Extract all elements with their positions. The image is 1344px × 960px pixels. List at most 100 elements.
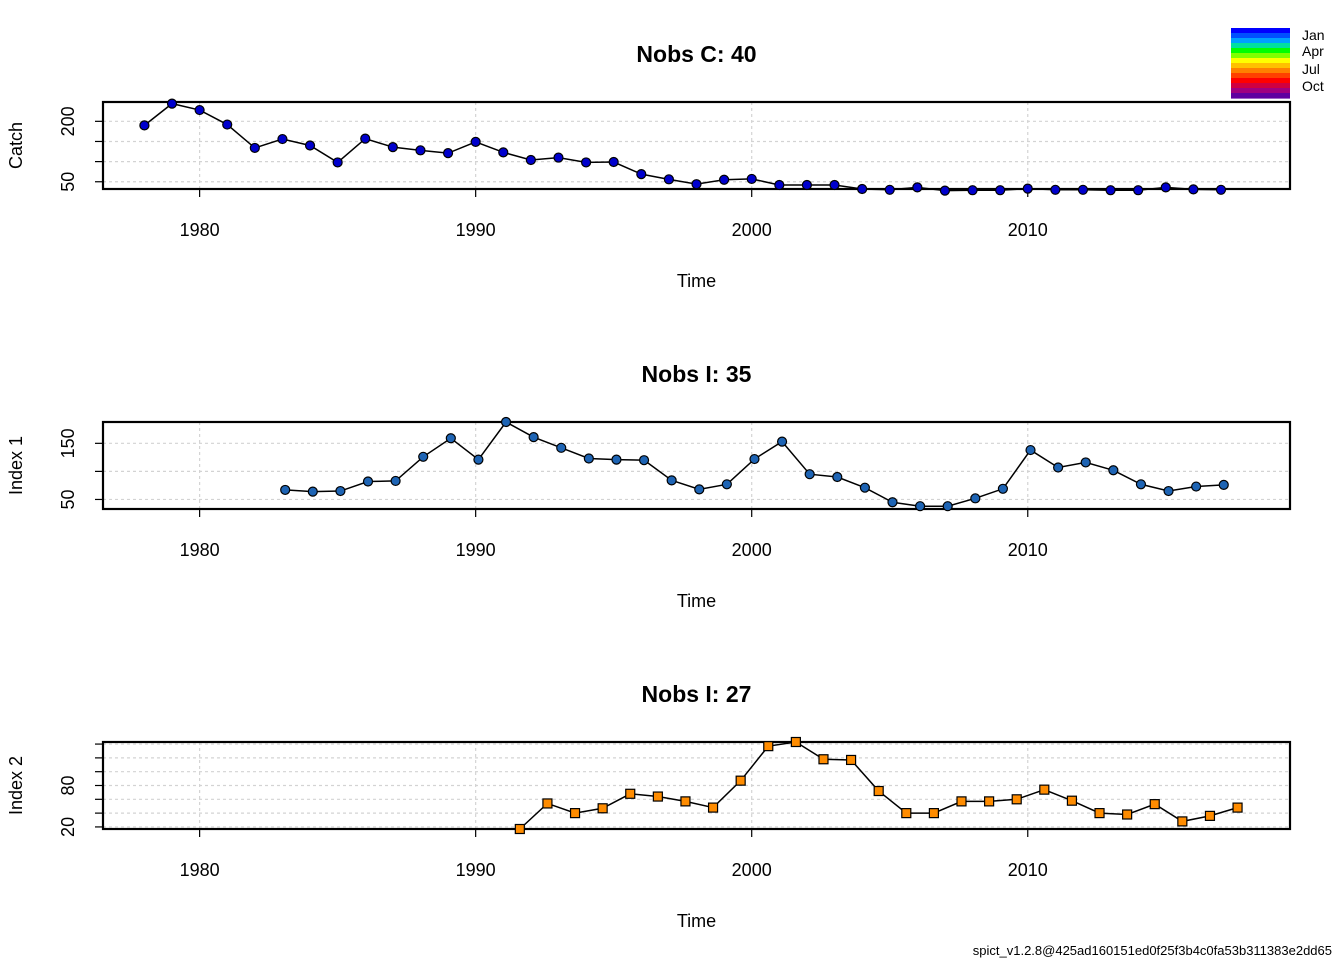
data-point [390,475,401,487]
data-point [832,471,843,483]
data-point [1149,799,1160,810]
data-point [1094,808,1105,819]
data-point [901,808,912,819]
data-point [1191,481,1202,492]
data-point [829,179,840,191]
data-point [1053,462,1064,473]
data-point [525,154,536,166]
data-point [1022,183,1033,194]
data-point [1050,184,1061,195]
data-point [1025,444,1036,456]
y-axis-label: Index 2 [6,756,26,815]
data-point [1177,816,1188,827]
chart-title: Nobs I: 27 [642,681,752,707]
data-point [1188,184,1199,195]
data-point [304,140,316,151]
legend-color-strip [1231,38,1290,44]
x-axis-label: Time [677,591,716,611]
data-point [597,803,608,814]
plot-frame [101,100,1292,191]
data-point [928,808,940,819]
x-axis-label: Time [677,911,716,931]
legend-color-strip [1231,93,1290,99]
data-point [749,453,760,465]
data-point [1105,185,1116,196]
data-point [442,148,454,159]
data-point [663,174,674,185]
data-point [873,785,884,797]
data-point [1232,802,1243,813]
data-point [984,796,995,807]
chart-title: Nobs I: 35 [642,361,752,387]
data-point [498,147,509,158]
data-point [1218,479,1229,490]
data-point [611,454,622,465]
data-point [804,469,815,480]
data-point [845,754,857,766]
data-point [222,119,233,130]
legend-color-strip [1231,53,1290,59]
y-tick-label: 80 [58,775,78,795]
x-tick-label: 1980 [180,860,220,880]
legend-color-strip [1231,28,1290,34]
data-point [445,433,456,444]
data-point [967,185,978,196]
data-point [514,823,525,835]
data-point [884,184,895,195]
data-point [956,796,967,807]
legend-label: Jul [1302,61,1320,77]
data-point [857,183,868,195]
data-point [638,455,650,466]
data-point [1135,479,1147,490]
data-point [763,741,774,752]
data-point [335,485,346,497]
data-point [1215,184,1227,195]
y-tick-label: 150 [58,428,78,458]
data-point [776,436,788,447]
data-point [583,453,594,464]
data-point [553,152,564,163]
data-point [774,179,785,191]
data-point [387,142,398,153]
data-point [1204,810,1216,821]
chart-title: Nobs C: 40 [636,41,756,67]
data-point [580,157,592,168]
data-point [691,179,702,190]
data-point [1133,185,1144,196]
legend-label: Oct [1302,78,1324,94]
data-point [790,736,801,748]
data-point [556,442,567,453]
x-tick-label: 1990 [456,220,496,240]
legend-color-strip [1231,68,1290,74]
legend-color-strip [1231,88,1290,94]
series-line [143,102,1221,192]
data-point [636,168,647,180]
data-point [694,484,705,495]
x-axis-label: Time [677,271,716,291]
x-tick-label: 2000 [732,220,772,240]
legend-color-strip [1231,58,1290,64]
data-point [1011,794,1022,805]
data-point [277,133,288,145]
data-point [995,185,1006,196]
x-tick-label: 2010 [1008,540,1048,560]
legend-color-strip [1231,33,1290,39]
data-point [280,484,291,496]
data-point [1160,182,1171,193]
legend-color-strip [1231,78,1290,84]
data-point [887,497,898,508]
panel-1: Nobs C: 40 1980 1990 2000 2010 50 200 Time Catch [6,41,1292,291]
data-point [1066,795,1078,806]
data-point [608,156,619,168]
data-point [139,120,150,131]
version-footer: spict_v1.2.8@425ad160151ed0f25f3b4c0fa53… [972,943,1332,958]
data-point [194,104,205,116]
panel-3: Nobs I: 27 1980 1990 2000 2010 20 80 Time Index … [6,681,1292,931]
data-point [1108,465,1119,476]
panel-2: Nobs I: 35 1980 1990 2000 2010 50 150 Time Index… [6,361,1292,611]
data-point [166,98,178,109]
data-point [666,475,677,486]
data-point [528,432,539,443]
